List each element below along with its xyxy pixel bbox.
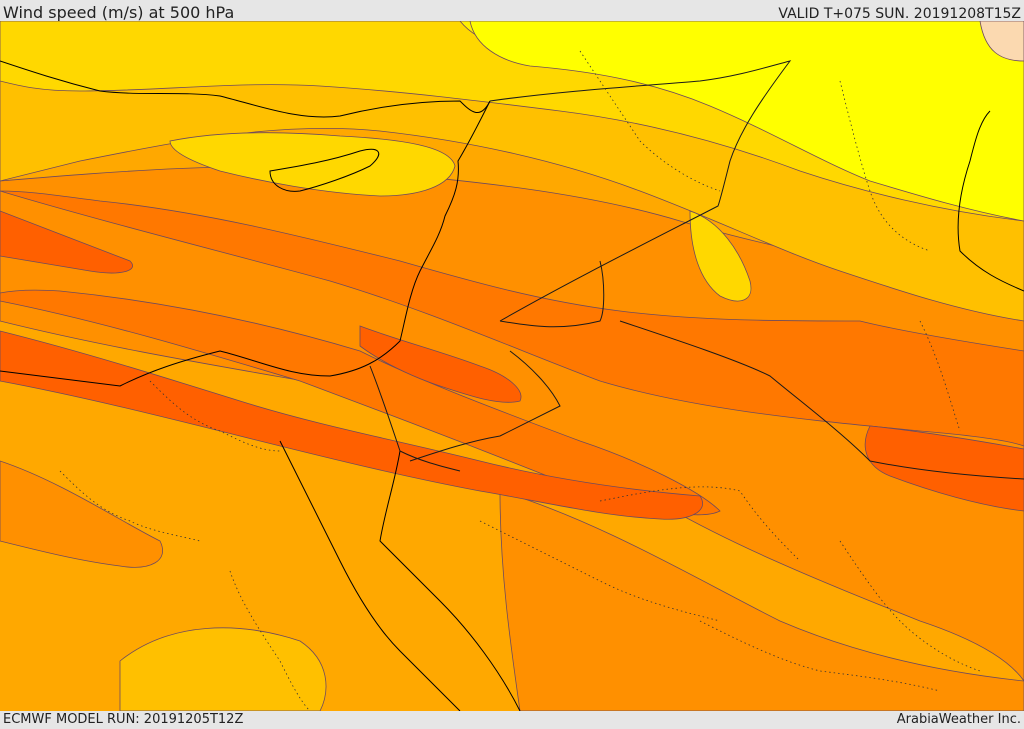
wind-speed-map[interactable] (0, 21, 1024, 711)
band-red-orange-east (864, 425, 1024, 512)
band-orange-southeast (499, 490, 1024, 711)
coastline-turkey (0, 60, 491, 118)
band-red-orange-levant (359, 325, 522, 403)
coastline-cyprus (269, 148, 380, 192)
admin-boundaries (59, 50, 981, 711)
band-red-orange-central (0, 330, 703, 520)
model-run-label: ECMWF MODEL RUN: 20191205T12Z (3, 712, 244, 727)
credit-label: ArabiaWeather Inc. (896, 712, 1021, 727)
border-egypt-sinai (369, 365, 461, 472)
map-title: Wind speed (m/s) at 500 hPa (3, 3, 235, 22)
band-gold-east (689, 210, 752, 302)
coastline-gulf (957, 110, 1024, 292)
band-orange-west (0, 460, 163, 568)
coastline-mediterranean (0, 100, 491, 387)
band-yellow (469, 21, 1024, 222)
band-gold-cyprus (169, 132, 456, 197)
band-dark-orange (0, 190, 1024, 447)
band-red-orange-west (0, 210, 133, 274)
border-syria-iraq (489, 60, 792, 322)
coastline-red-sea (279, 440, 521, 711)
border-jordan-saudi (499, 260, 1024, 480)
band-amber-southwest (119, 627, 327, 711)
band-dark-orange-lower (0, 289, 721, 516)
valid-time-label: VALID T+075 SUN. 20191208T15Z (778, 6, 1021, 22)
border-jordan-south (409, 350, 561, 462)
